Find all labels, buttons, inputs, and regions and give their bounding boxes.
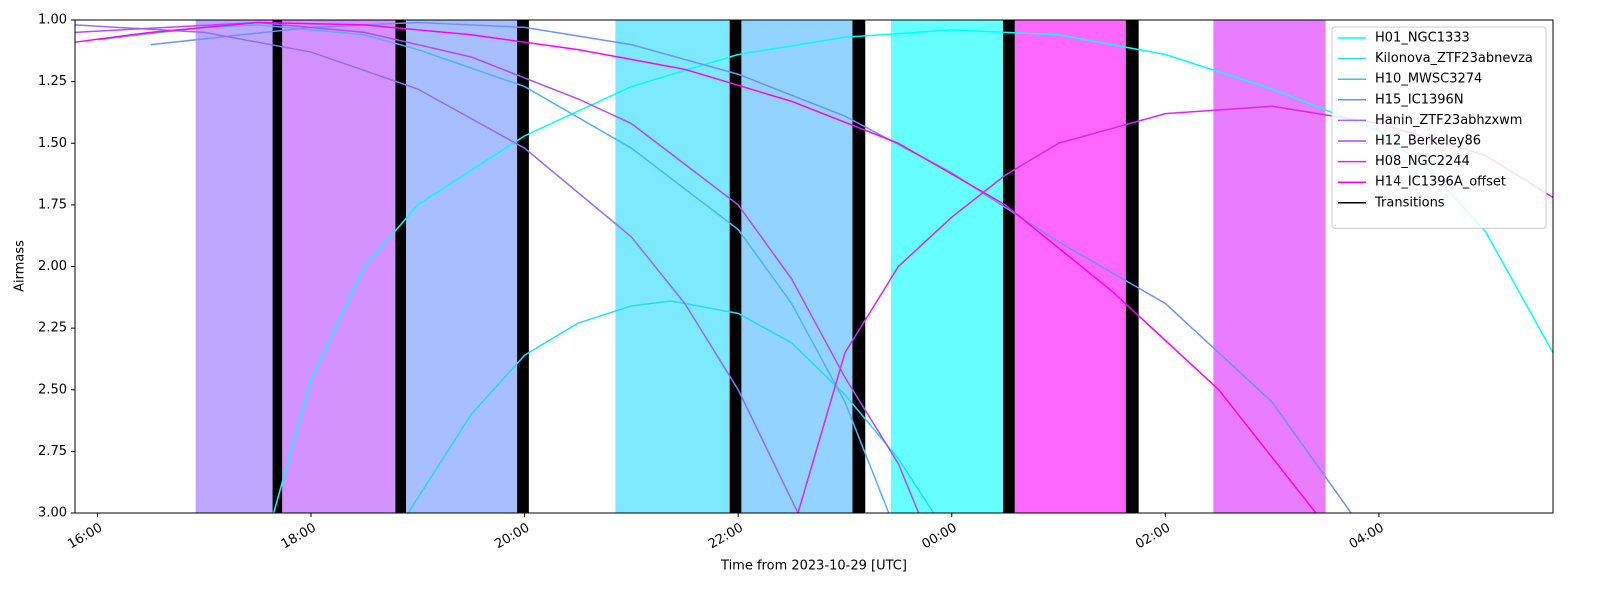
observation-block: [406, 20, 518, 513]
legend-label: Kilonova_ZTF23abnevza: [1375, 51, 1533, 66]
observation-block: [1213, 20, 1326, 513]
y-tick-label: 1.50: [38, 136, 67, 151]
y-tick-label: 1.00: [38, 13, 67, 28]
y-tick-label: 3.00: [38, 506, 67, 521]
legend-label: H01_NGC1333: [1375, 31, 1470, 46]
x-tick-label: 00:00: [920, 521, 960, 553]
transition: [852, 20, 866, 513]
y-axis-label: Airmass: [13, 240, 28, 292]
legend-label: Transitions: [1374, 195, 1445, 210]
series-line: [97, 24, 890, 514]
observation-block: [282, 20, 396, 513]
y-tick-label: 2.00: [38, 259, 67, 274]
legend-label: H12_Berkeley86: [1375, 134, 1481, 149]
legend-label: H14_IC1396A_offset: [1375, 175, 1506, 190]
legend-box: [1331, 26, 1547, 229]
series-line: [407, 300, 935, 514]
transition: [272, 20, 283, 513]
y-tick-label: 2.50: [38, 382, 67, 397]
y-tick-label: 2.25: [38, 321, 67, 336]
x-tick-label: 02:00: [1133, 521, 1173, 553]
transition: [1125, 20, 1139, 513]
legend-label: H08_NGC2244: [1375, 154, 1470, 169]
x-tick-label: 20:00: [492, 521, 532, 553]
transition: [1003, 20, 1015, 513]
x-tick-label: 22:00: [706, 521, 746, 553]
x-axis-label: Time from 2023-10-29 [UTC]: [720, 559, 907, 574]
observation-block: [1014, 20, 1126, 513]
y-tick-label: 1.25: [38, 74, 67, 89]
observation-block: [615, 20, 730, 513]
series-line: [150, 21, 1352, 514]
series-line: [74, 21, 1317, 514]
legend: H01_NGC1333 Kilonova_ZTF23abnevza H10_MWSC…: [1331, 26, 1547, 229]
transition: [729, 20, 742, 513]
legend-label: Hanin_ZTF23abhzxwm: [1375, 113, 1522, 128]
transition: [395, 20, 407, 513]
x-tick-label: 18:00: [279, 521, 319, 553]
y-tick-label: 1.75: [38, 197, 67, 212]
observation-block: [741, 20, 853, 513]
series-line: [74, 21, 920, 514]
observation-block: [195, 20, 273, 513]
observation-block: [890, 20, 1004, 513]
transition: [517, 20, 529, 513]
x-tick-label: 04:00: [1347, 521, 1387, 553]
legend-label: H10_MWSC3274: [1375, 72, 1482, 87]
y-tick-label: 2.75: [38, 444, 67, 459]
legend-label: H15_IC1396N: [1375, 92, 1464, 107]
series-line: [74, 24, 799, 514]
x-tick-label: 16:00: [65, 521, 105, 553]
